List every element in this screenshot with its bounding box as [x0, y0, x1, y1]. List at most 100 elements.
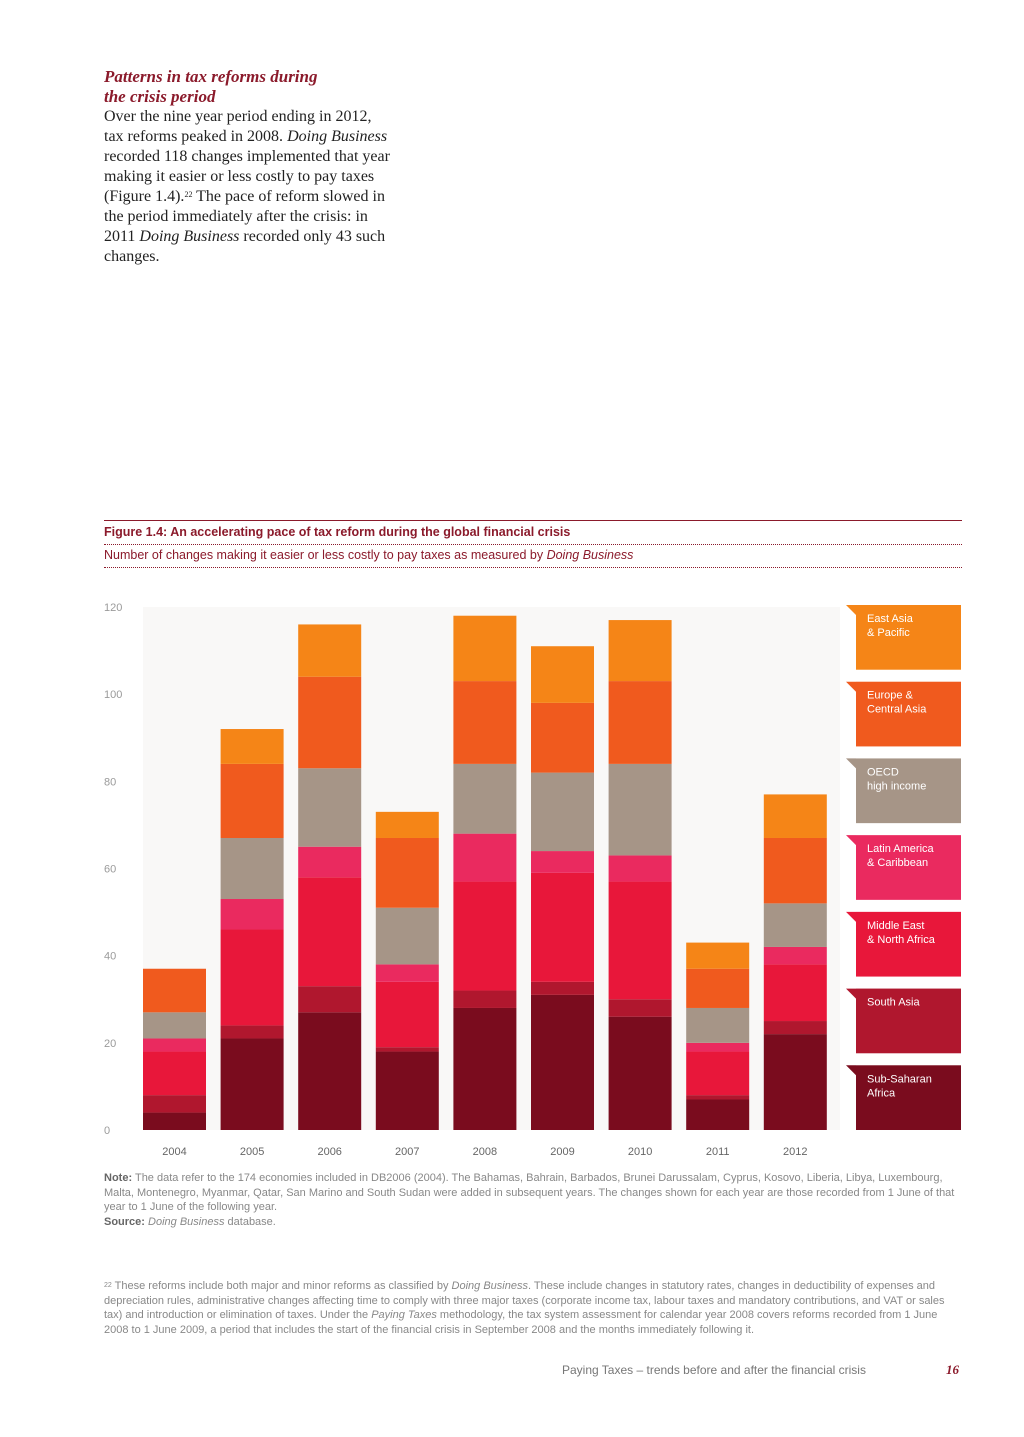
legend-swatch [856, 758, 961, 824]
bar-segment [608, 855, 672, 882]
legend-label: OECD [867, 766, 899, 778]
bar-segment [608, 1016, 672, 1130]
bar-segment [453, 881, 517, 991]
bar-segment [763, 1034, 827, 1130]
legend-tab [846, 605, 856, 615]
bar-segment [531, 646, 594, 703]
footnote-number: 22 [104, 1282, 112, 1289]
bar-segment [298, 1012, 362, 1130]
footnote-part3: methodology, the tax system assessment f… [104, 1309, 938, 1336]
footnote-italic1: Doing Business [451, 1280, 528, 1292]
bar-segment [763, 964, 827, 1022]
intro-body-italic-2: Doing Business [139, 228, 240, 245]
intro-heading: Patterns in tax reforms during the crisi… [104, 67, 394, 107]
figure-note: Note: The data refer to the 174 economie… [104, 1171, 964, 1229]
bar-segment [686, 1095, 750, 1100]
legend-swatch [856, 1065, 961, 1130]
bar-segment [220, 929, 284, 1026]
x-tick-label: 2011 [706, 1146, 730, 1158]
bar-segment [453, 1007, 517, 1130]
legend-swatch [856, 681, 961, 747]
bar-segment [531, 772, 594, 852]
bar-segment [298, 877, 362, 987]
y-tick-label: 20 [104, 1038, 116, 1050]
bar-segment [375, 964, 439, 982]
x-tick-label: 2008 [473, 1146, 497, 1158]
y-axis: 0 20 40 60 80 100 120 [104, 602, 122, 1137]
bar-segment [220, 729, 284, 764]
legend-swatch [856, 988, 961, 1054]
intro-body: Over the nine year period ending in 2012… [104, 107, 394, 267]
bar-segment [608, 620, 672, 682]
bar-segment [220, 899, 284, 930]
x-tick-label: 2004 [162, 1146, 186, 1158]
footnote-ref: 22 [184, 190, 193, 199]
bar-segment [375, 907, 439, 965]
bar-segment [298, 676, 362, 769]
legend-label: East Asia [867, 613, 914, 625]
source-text: database. [227, 1215, 276, 1228]
legend-tab [846, 1065, 856, 1076]
y-tick-label: 60 [104, 864, 116, 876]
bar-segment [375, 811, 439, 838]
y-tick-label: 100 [104, 689, 122, 701]
figure-title: Figure 1.4: An accelerating pace of tax … [104, 525, 571, 539]
bar-segment [686, 1099, 750, 1130]
bar-segment [608, 681, 672, 764]
bar-segment [375, 1051, 439, 1130]
bar-segment [143, 1038, 206, 1052]
x-tick-label: 2005 [240, 1146, 264, 1158]
legend-label: Middle East [867, 920, 924, 932]
y-tick-label: 120 [104, 602, 122, 614]
intro-body-2: recorded 118 changes implemented that ye… [104, 148, 390, 205]
intro-body-4: recorded only 43 such changes. [104, 228, 386, 265]
legend-label: South Asia [867, 997, 920, 1009]
x-tick-label: 2007 [395, 1146, 419, 1158]
bar-segment [531, 851, 594, 873]
intro-body-italic-1: Doing Business [287, 128, 388, 145]
bar-segment [531, 702, 594, 773]
bar-segment [298, 768, 362, 847]
figure-subtitle-main: Number of changes making it easier or le… [104, 548, 544, 562]
bar-segment [763, 837, 827, 904]
bar-segment [375, 981, 439, 1048]
bar-segment [143, 1051, 206, 1096]
legend-swatch [856, 835, 961, 900]
footnote-italic2: Paying Taxes [371, 1309, 437, 1321]
bar-segment [763, 946, 827, 965]
x-axis: 2004 2005 2006 2007 2008 2009 2010 2011 2012 [162, 1146, 807, 1158]
bar-segment [453, 681, 517, 764]
legend-label: Europe & [867, 690, 914, 702]
intro-heading-line2: the crisis period [104, 87, 216, 106]
bar-segment [220, 763, 284, 838]
bar-segment [143, 968, 206, 1013]
page-number: 16 [946, 1362, 959, 1377]
x-tick-label: 2010 [628, 1146, 652, 1158]
legend-label: Sub-Saharan [867, 1073, 932, 1085]
bar-segment [220, 837, 284, 900]
bar-segment [453, 615, 517, 682]
bar-segment [453, 990, 517, 1008]
bar-segment [375, 1047, 439, 1052]
bar-segment [143, 1112, 206, 1130]
y-tick-label: 80 [104, 776, 116, 788]
bar-segment [763, 1021, 827, 1035]
legend-tab [846, 681, 856, 692]
y-tick-label: 40 [104, 951, 116, 963]
legend-label: Latin America [867, 843, 935, 855]
note-text: The data refer to the 174 economies incl… [104, 1172, 955, 1213]
intro-body-1: Over the nine year period ending in 2012… [104, 108, 372, 145]
legend: East Asia & Pacific Europe & Central Asia OE… [846, 605, 961, 1130]
bar-segment [220, 1038, 284, 1130]
footnote-part1: These reforms include both major and min… [114, 1280, 449, 1292]
legend-tab [846, 911, 856, 922]
bar-segment [608, 763, 672, 856]
bar-segment [375, 837, 439, 908]
source-italic: Doing Business [148, 1215, 225, 1228]
bar-segment [763, 794, 827, 838]
bar-segment [453, 833, 517, 882]
bar-segment [143, 1012, 206, 1039]
legend-swatch [856, 605, 961, 670]
bar-segment [531, 981, 594, 995]
